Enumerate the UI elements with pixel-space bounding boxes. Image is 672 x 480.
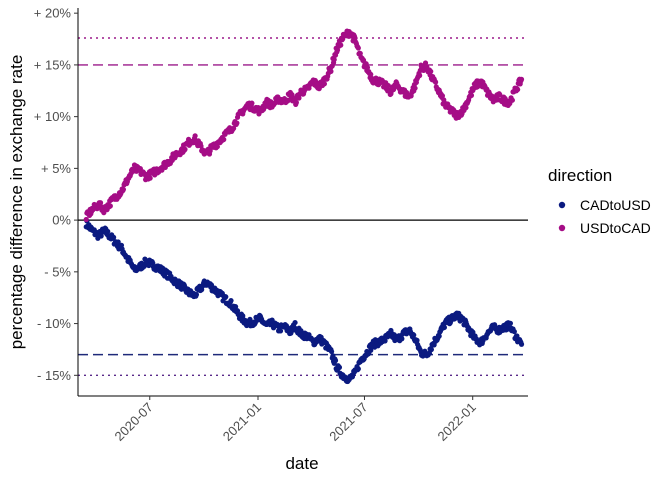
- point-usdtocad: [234, 120, 240, 126]
- point-usdtocad: [497, 92, 503, 98]
- legend-label-cadtousd: CADtoUSD: [580, 197, 651, 213]
- point-usdtocad: [331, 56, 337, 63]
- point-cadtousd: [518, 341, 525, 347]
- x-tick-label: 2020-07: [112, 400, 156, 444]
- point-usdtocad: [338, 42, 344, 48]
- point-cadtousd: [336, 364, 343, 370]
- point-usdtocad: [249, 100, 255, 106]
- point-usdtocad: [192, 133, 198, 139]
- point-cadtousd: [232, 304, 239, 310]
- point-usdtocad: [355, 45, 361, 51]
- point-cadtousd: [292, 319, 298, 326]
- reference-lines: [78, 37, 528, 377]
- point-usdtocad: [182, 146, 188, 152]
- y-tick-label: - 15%: [37, 368, 71, 383]
- point-cadtousd: [428, 346, 434, 353]
- point-usdtocad: [221, 136, 227, 143]
- point-usdtocad: [231, 125, 237, 131]
- point-cadtousd: [332, 357, 339, 364]
- y-tick-label: 0%: [52, 213, 71, 228]
- x-axis-ticks: 2020-07 2021-01 2021-07 2022-01: [112, 396, 479, 444]
- point-usdtocad: [147, 175, 153, 181]
- point-cadtousd: [223, 294, 229, 300]
- point-cadtousd: [111, 234, 117, 240]
- x-tick-label: 2021-07: [326, 400, 370, 444]
- y-tick-label: + 5%: [41, 161, 71, 176]
- point-usdtocad: [328, 68, 334, 74]
- point-cadtousd: [277, 328, 284, 334]
- legend-label-usdtocad: USDtoCAD: [580, 220, 651, 236]
- point-usdtocad: [368, 71, 374, 78]
- point-usdtocad: [352, 35, 358, 41]
- legend-key-usdtocad: [558, 224, 566, 232]
- point-usdtocad: [214, 144, 220, 150]
- point-usdtocad: [364, 64, 371, 71]
- point-usdtocad: [417, 72, 423, 79]
- point-usdtocad: [107, 203, 113, 209]
- point-usdtocad: [83, 216, 89, 223]
- axes: [77, 8, 528, 397]
- x-tick-label: 2021-01: [220, 400, 264, 444]
- point-cadtousd: [105, 228, 111, 235]
- legend-title: direction: [548, 166, 612, 185]
- point-usdtocad: [412, 85, 418, 91]
- point-cadtousd: [436, 333, 442, 339]
- point-usdtocad: [360, 57, 367, 63]
- y-axis-ticks: + 20% + 15% + 10% + 5% 0% - 5% - 10% - 15%: [34, 6, 78, 383]
- point-usdtocad: [293, 99, 299, 106]
- point-cadtousd: [399, 336, 405, 342]
- point-cadtousd: [328, 348, 335, 355]
- point-cadtousd: [228, 297, 234, 304]
- point-cadtousd: [355, 366, 361, 372]
- y-tick-label: + 10%: [34, 109, 72, 124]
- point-cadtousd: [150, 260, 156, 266]
- point-usdtocad: [518, 76, 525, 82]
- point-usdtocad: [509, 97, 515, 103]
- point-usdtocad: [97, 200, 104, 206]
- legend: direction CADtoUSD USDtoCAD: [548, 166, 651, 236]
- point-usdtocad: [439, 93, 446, 99]
- point-usdtocad: [385, 83, 391, 89]
- point-cadtousd: [414, 337, 420, 343]
- point-usdtocad: [432, 79, 439, 85]
- point-cadtousd: [382, 338, 388, 344]
- point-usdtocad: [515, 86, 521, 93]
- legend-key-cadtousd: [558, 201, 566, 209]
- point-usdtocad: [289, 92, 295, 98]
- point-cadtousd: [193, 291, 200, 298]
- point-cadtousd: [411, 332, 417, 338]
- y-tick-label: - 10%: [37, 316, 71, 331]
- y-axis-title: percentage difference in exchange rate: [7, 55, 26, 350]
- y-tick-label: - 5%: [44, 264, 71, 279]
- point-usdtocad: [120, 186, 127, 193]
- x-tick-label: 2022-01: [434, 400, 478, 444]
- point-usdtocad: [321, 81, 328, 87]
- point-cadtousd: [146, 262, 152, 269]
- y-tick-label: + 20%: [34, 6, 72, 21]
- point-usdtocad: [428, 68, 434, 75]
- point-cadtousd: [507, 320, 514, 326]
- point-usdtocad: [468, 92, 475, 98]
- x-axis-title: date: [285, 454, 318, 473]
- point-usdtocad: [296, 95, 302, 101]
- point-cadtousd: [511, 328, 517, 335]
- y-tick-label: + 15%: [34, 57, 72, 72]
- data-points: [83, 28, 525, 385]
- point-cadtousd: [115, 239, 121, 245]
- point-cadtousd: [441, 324, 448, 331]
- point-usdtocad: [463, 105, 469, 111]
